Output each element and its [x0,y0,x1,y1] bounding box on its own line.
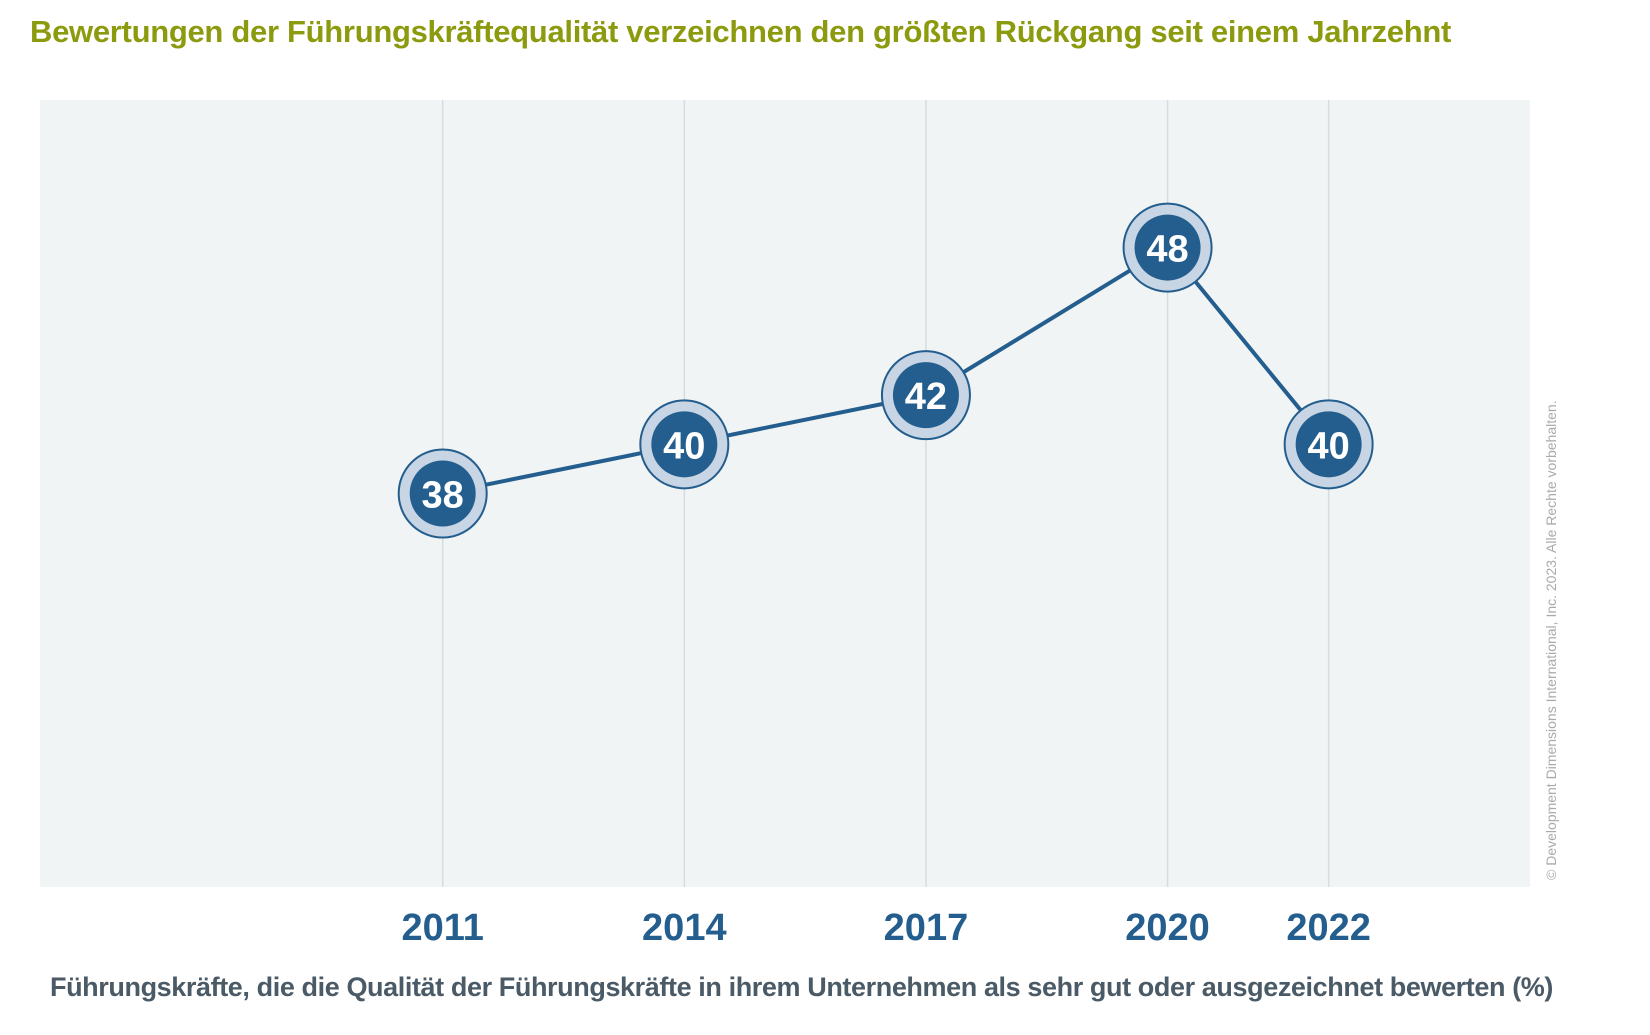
data-point-2011: 38 [397,448,488,539]
data-point-2017: 42 [880,350,971,441]
data-point-2022: 40 [1283,399,1374,490]
chart-title: Bewertungen der Führungskräftequalität v… [30,14,1452,49]
marker-core [651,411,718,478]
data-point-2020: 48 [1122,202,1213,293]
data-label: 38 [422,475,464,517]
data-point-2014: 40 [639,399,730,490]
marker-core [1295,411,1362,478]
copyright-notice: © Development Dimensions International, … [1543,400,1559,880]
data-label: 48 [1146,229,1188,271]
x-tick-label-2014: 2014 [642,907,727,949]
x-tick-label-2020: 2020 [1125,907,1210,949]
x-axis-ticks: 2011 2014 2017 2020 2022 [401,907,1370,949]
x-tick-label-2011: 2011 [401,907,483,949]
data-label: 40 [663,425,705,467]
data-label: 42 [905,376,947,418]
marker-core [409,460,476,527]
x-tick-label-2017: 2017 [884,907,969,949]
x-axis-label: Führungskräfte, die die Qualität der Füh… [50,972,1553,1002]
data-markers: 38 40 42 48 40 [397,202,1374,539]
marker-core [1134,214,1201,281]
x-tick-label-2022: 2022 [1286,907,1371,949]
data-label: 40 [1308,425,1350,467]
plot-area [40,100,1530,887]
marker-core [892,362,959,429]
